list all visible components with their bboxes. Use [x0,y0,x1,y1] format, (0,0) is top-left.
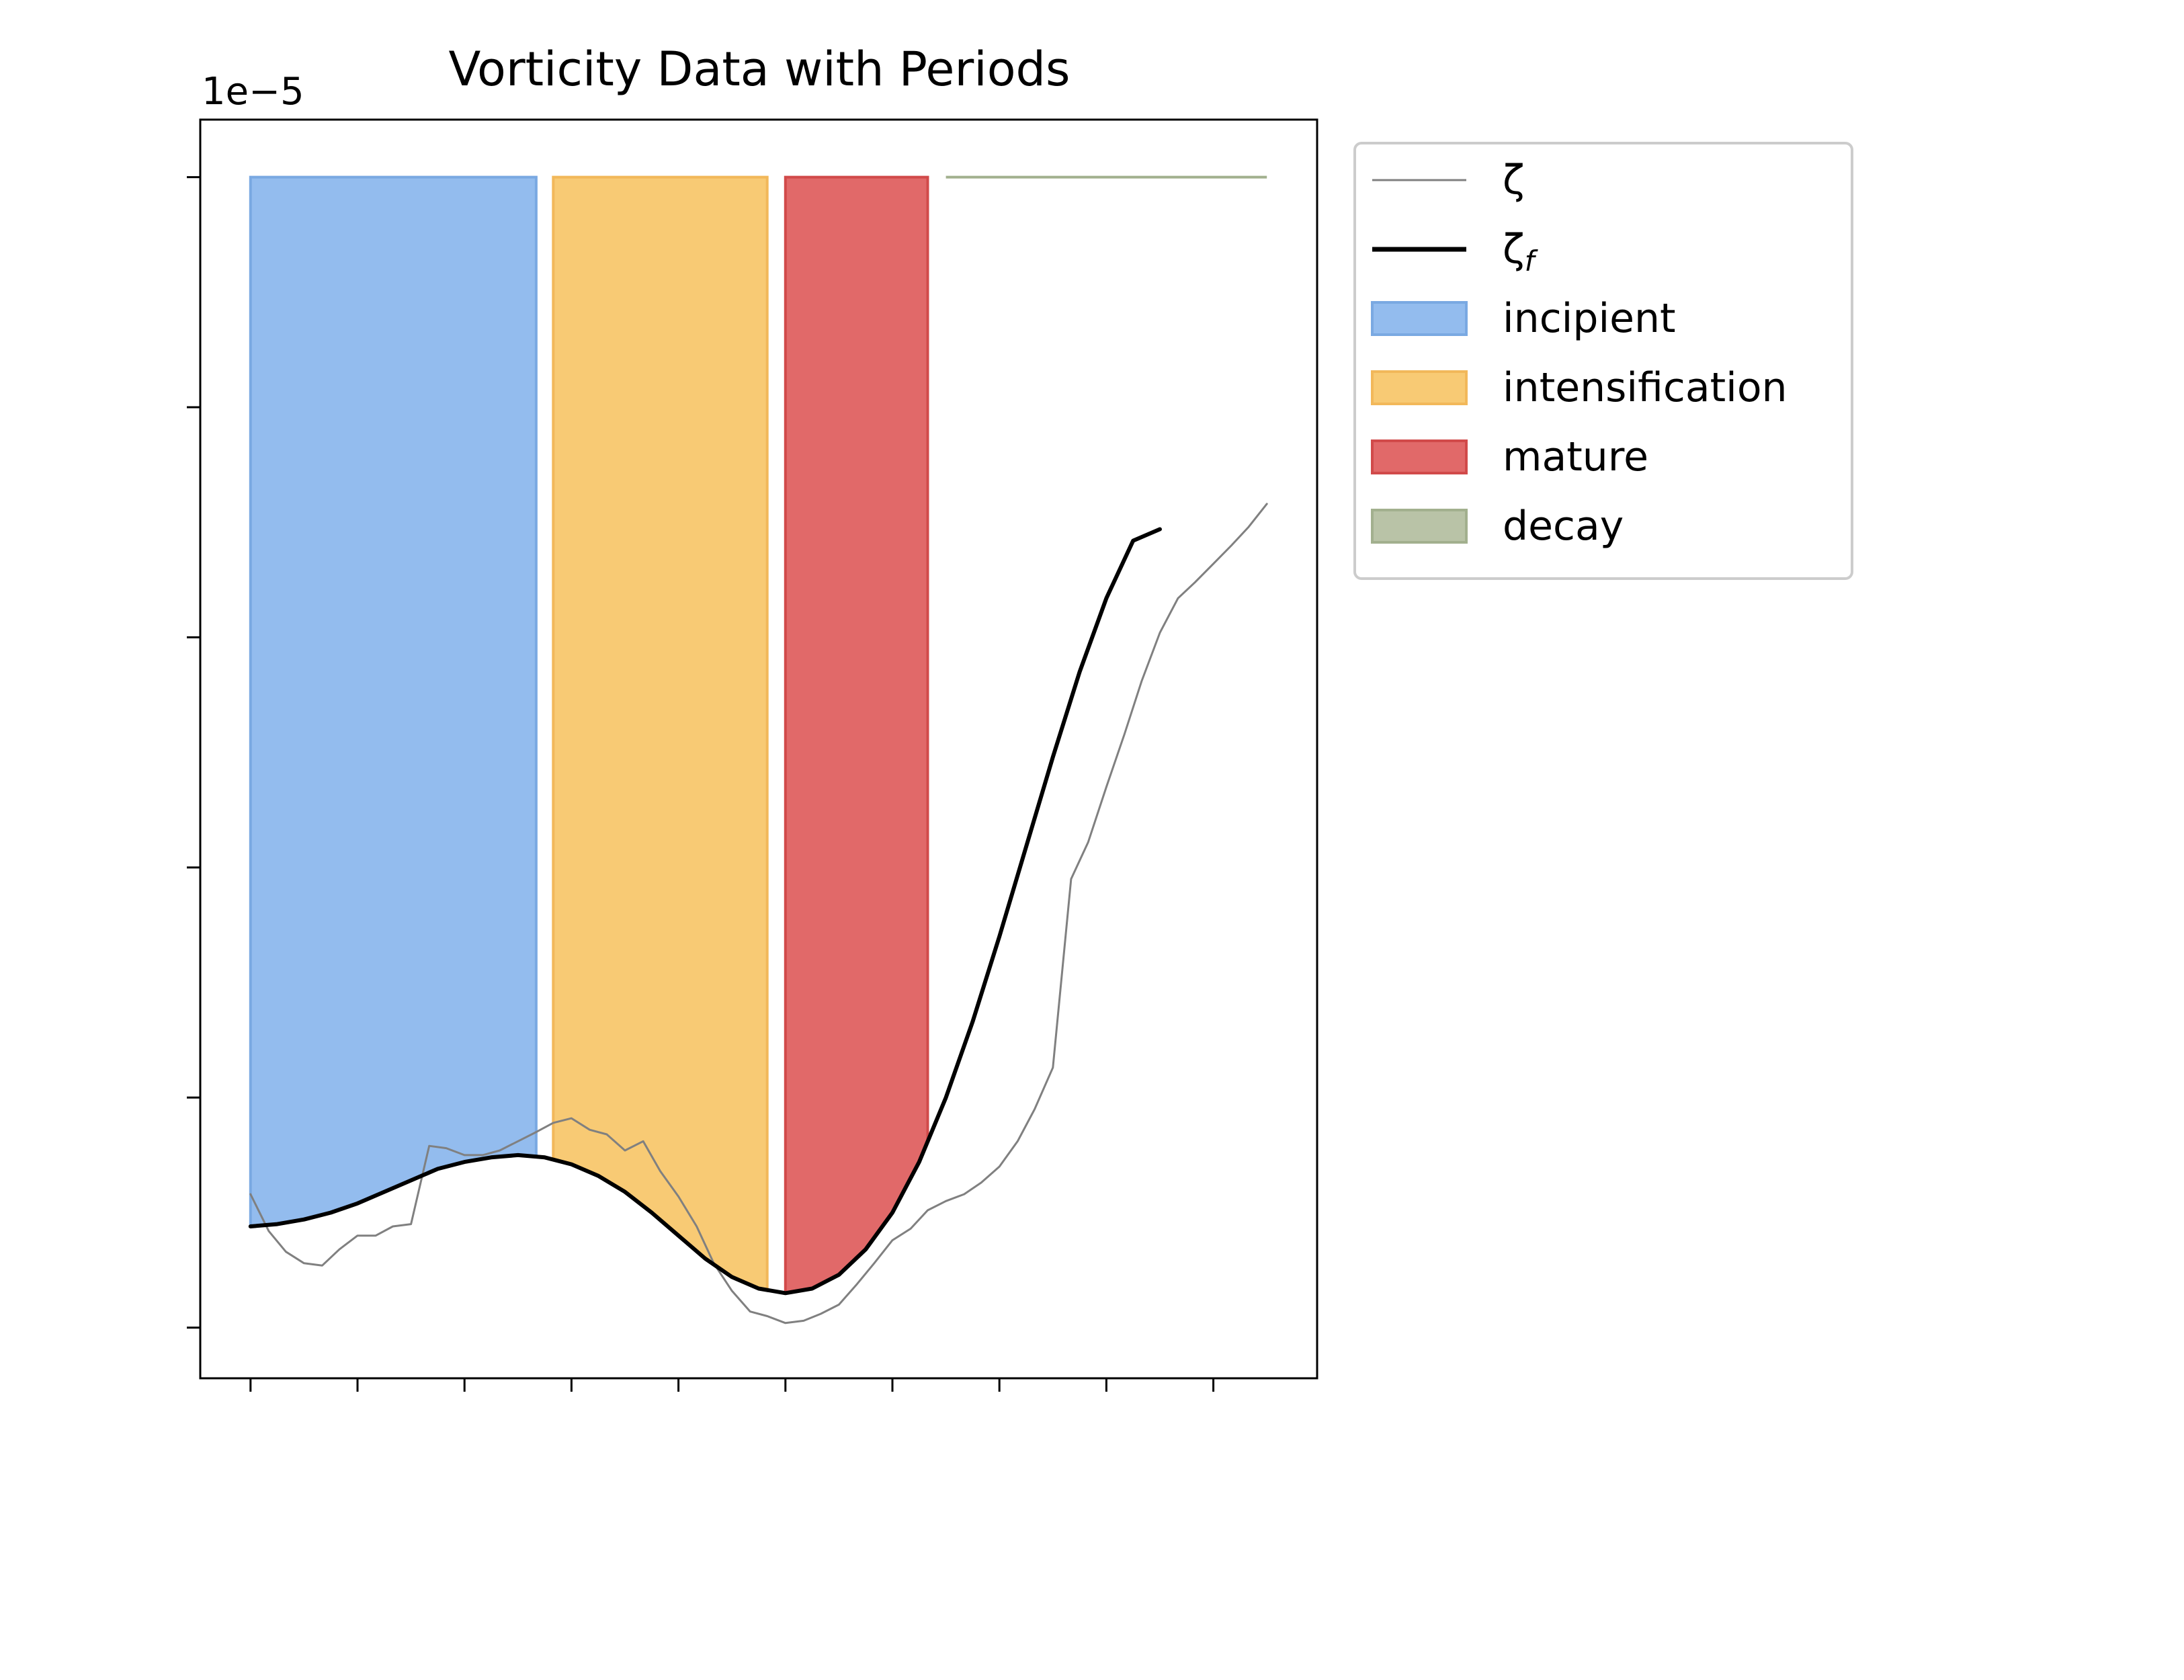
plot-frame [199,118,1318,1380]
legend-box [1353,142,1853,580]
legend-swatch-incipient [1371,301,1468,336]
legend-label: ζ [1503,157,1525,204]
chart-title: Vorticity Data with Periods [449,42,1070,97]
period-band-intensification [552,175,769,1292]
legend-label: intensification [1503,364,1788,411]
series-lines [248,503,1268,1325]
period-band-incipient [249,175,538,1228]
legend-label: decay [1503,503,1624,550]
legend-swatch-decay [1371,509,1468,544]
legend-label: incipient [1503,295,1676,342]
legend-swatch-mature [1371,439,1468,474]
legend-label: mature [1503,433,1648,480]
x-axis [249,1378,1215,1392]
legend-label-base: ζ [1503,226,1525,273]
period-band-mature [784,175,929,1295]
y-axis [187,176,200,1329]
series-line-zeta-filtered [248,527,1162,1296]
series-line-zeta [249,503,1268,1325]
period-bands [249,175,1267,1295]
legend-label: ζf [1503,226,1539,278]
legend-swatch-intensification [1371,370,1468,405]
y-offset-label: 1e−5 [202,70,304,114]
